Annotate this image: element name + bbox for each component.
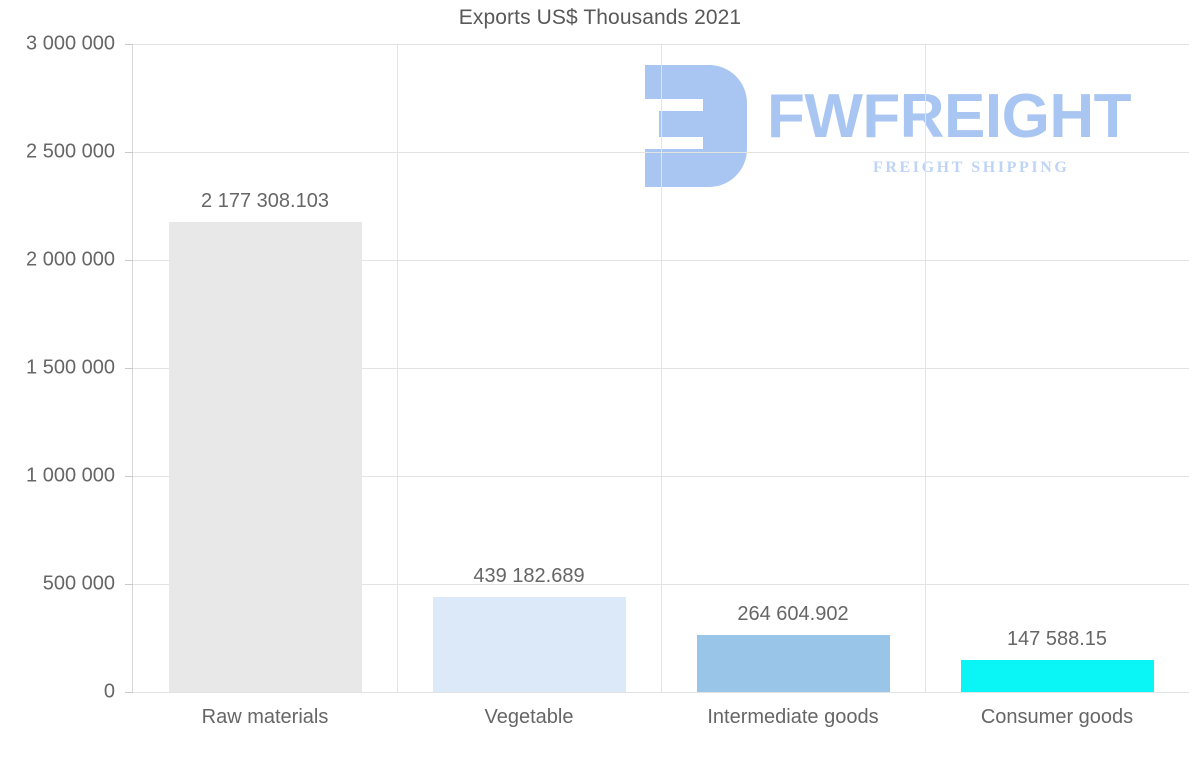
x-axis-label: Raw materials — [201, 706, 329, 728]
y-tick-mark — [125, 584, 133, 585]
y-tick-label: 2 500 000 — [26, 140, 115, 163]
x-axis-label: Consumer goods — [980, 706, 1134, 728]
y-tick-label: 0 — [103, 680, 115, 703]
bar-value-label: 439 182.689 — [473, 565, 585, 588]
y-tick-mark — [125, 692, 133, 693]
y-tick-label: 500 000 — [42, 572, 115, 595]
gridline-vertical — [661, 44, 662, 692]
y-tick-label: 1 500 000 — [26, 356, 115, 379]
bar-intermediate-goods[interactable] — [696, 634, 890, 692]
y-tick-label: 3 000 000 — [26, 32, 115, 55]
plot-area: 2 177 308.103 439 182.689 264 604.902 147 5… — [133, 44, 1189, 693]
bar-value-label: 264 604.902 — [737, 602, 849, 625]
y-tick-mark — [125, 260, 133, 261]
y-tick-label: 2 000 000 — [26, 248, 115, 271]
x-axis-label: Vegetable — [484, 706, 574, 728]
y-tick-mark — [125, 44, 133, 45]
gridline-horizontal — [133, 692, 1189, 693]
gridline-vertical — [397, 44, 398, 692]
bar-consumer-goods[interactable] — [960, 660, 1154, 692]
bar-value-label: 2 177 308.103 — [201, 189, 329, 212]
y-tick-mark — [125, 368, 133, 369]
y-tick-mark — [125, 476, 133, 477]
bar-value-label: 147 588.15 — [1006, 628, 1108, 651]
bar-vegetable[interactable] — [432, 597, 626, 692]
x-axis-label: Intermediate goods — [707, 706, 879, 728]
y-tick-label: 1 000 000 — [26, 464, 115, 487]
gridline-vertical — [925, 44, 926, 692]
y-tick-mark — [125, 152, 133, 153]
chart-title: Exports US$ Thousands 2021 — [458, 6, 742, 29]
bar-raw-materials[interactable] — [168, 221, 362, 692]
